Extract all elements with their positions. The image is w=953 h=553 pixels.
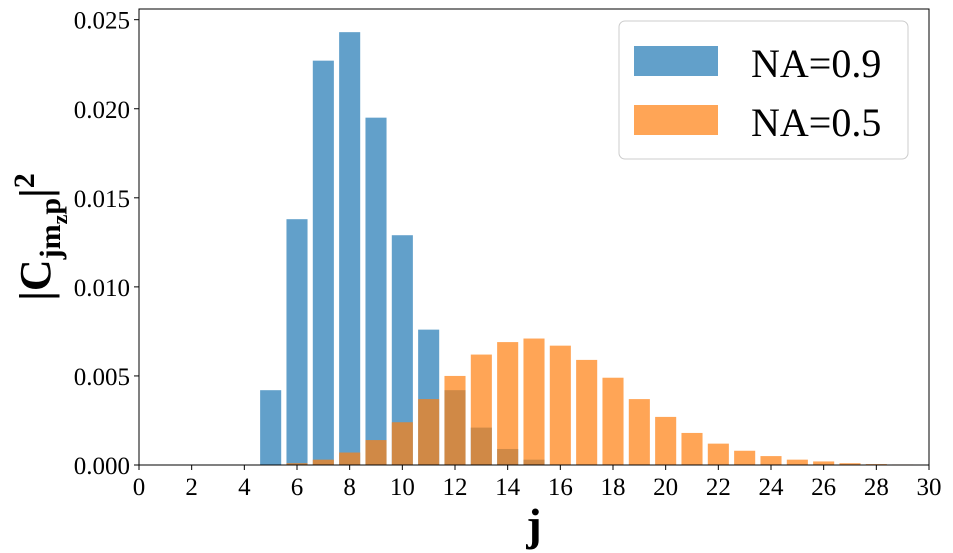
bar-na05-j25: [786, 459, 808, 465]
bar-na05-j8: [339, 452, 361, 465]
bar-na09-j8: [339, 32, 361, 465]
x-tick-label-4: 4: [238, 474, 251, 501]
x-tick-label-28: 28: [864, 474, 889, 501]
x-tick-label-20: 20: [653, 474, 678, 501]
bar-na05-j16: [549, 345, 571, 465]
y-tick-label-4: 0.020: [74, 97, 130, 124]
x-tick-label-2: 2: [185, 474, 198, 501]
bar-na05-j9: [365, 440, 387, 465]
y-label-prefix: |C: [11, 259, 60, 300]
ticks-layer: 0 2 4 6 8 10 12 14 16 18 20 22 24 26 28 300.0000.0050.0…: [74, 8, 942, 501]
x-axis-label: j: [525, 499, 541, 550]
bar-na05-j23: [734, 450, 756, 465]
bar-na05-j11: [418, 399, 440, 465]
y-label-suffix: |: [11, 188, 60, 198]
bar-na09-j10: [391, 235, 413, 465]
x-tick-label-24: 24: [759, 474, 785, 501]
x-tick-label-6: 6: [291, 474, 304, 501]
legend-label-na09: NA=0.9: [751, 41, 881, 86]
x-tick-label-22: 22: [706, 474, 731, 501]
bar-na05-j17: [576, 359, 598, 465]
bar-na05-j27: [839, 463, 861, 465]
x-tick-label-8: 8: [343, 474, 356, 501]
bar-na09-j6: [286, 219, 308, 465]
x-tick-label-30: 30: [917, 474, 942, 501]
plot-frame: [138, 8, 930, 466]
bar-na05-j14: [497, 342, 519, 465]
bar-na05-j7: [312, 459, 334, 465]
y-axis-label: |Cjmzp|2: [8, 173, 72, 301]
y-tick-label-5: 0.025: [74, 8, 130, 35]
bar-na05-j10: [391, 422, 413, 465]
y-label-superscript: 2: [8, 173, 41, 188]
legend-swatch-na09: [634, 46, 718, 76]
y-label-subsubscript: z: [47, 214, 72, 224]
bar-na05-j13: [470, 354, 492, 465]
bar-na09-j5: [260, 390, 282, 465]
x-tick-label-18: 18: [601, 474, 626, 501]
bar-na05-j18: [602, 377, 624, 465]
bar-na09-j9: [365, 117, 387, 465]
x-tick-label-0: 0: [133, 474, 146, 501]
y-tick-label-1: 0.005: [74, 364, 130, 391]
y-tick-label-2: 0.010: [74, 275, 130, 302]
legend: NA=0.9 NA=0.5: [618, 20, 909, 160]
y-label-subscript: jm: [34, 224, 67, 260]
bar-na05-j19: [628, 399, 650, 465]
svg-text:|Cjmzp|2: |Cjmzp|2: [8, 173, 72, 301]
bar-na09-j7: [312, 60, 334, 465]
bar-na05-j20: [655, 416, 677, 465]
bar-na05-j26: [813, 461, 835, 465]
bar-na05-j6: [286, 463, 308, 465]
y-tick-label-0: 0.000: [74, 453, 130, 480]
y-label-subscript-tail: p: [34, 198, 67, 215]
x-tick-label-16: 16: [548, 474, 573, 501]
bar-na05-j22: [707, 443, 729, 465]
bars-layer: [260, 32, 914, 465]
x-tick-label-12: 12: [443, 474, 468, 501]
x-tick-label-26: 26: [811, 474, 836, 501]
legend-swatch-na05: [634, 105, 718, 135]
legend-label-na05: NA=0.5: [751, 100, 881, 145]
x-tick-label-10: 10: [390, 474, 415, 501]
bar-na05-j24: [760, 456, 782, 465]
bar-na05-j15: [523, 338, 545, 465]
x-tick-label-14: 14: [495, 474, 521, 501]
y-tick-label-3: 0.015: [74, 186, 130, 213]
bar-na05-j21: [681, 432, 703, 465]
bar-na05-j12: [444, 375, 466, 465]
